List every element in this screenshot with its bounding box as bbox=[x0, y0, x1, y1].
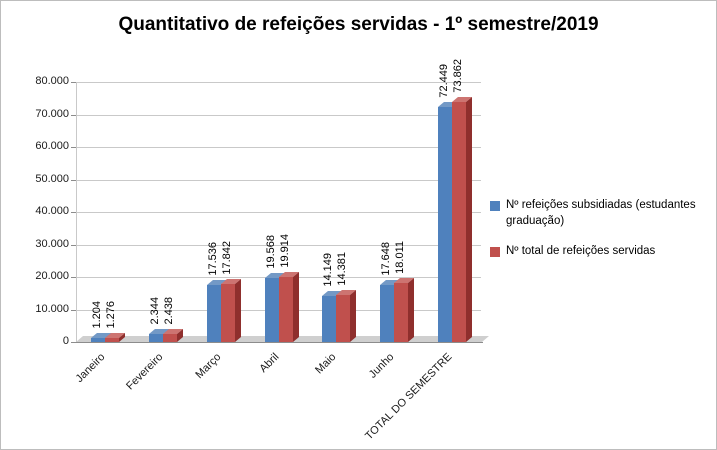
bar-series0-0 bbox=[90, 338, 105, 342]
y-axis-tick-label: 70.000 bbox=[35, 107, 69, 120]
bar-series0-2 bbox=[206, 285, 221, 342]
legend-item: Nº refeições subsidiadas (estudantes gra… bbox=[490, 198, 712, 229]
bar-series1-6 bbox=[452, 102, 467, 342]
y-axis-tick-label: 20.000 bbox=[35, 270, 69, 282]
y-axis-tick-mark bbox=[71, 179, 76, 181]
data-label: 19.914 bbox=[278, 234, 291, 268]
y-axis-tick-mark bbox=[71, 212, 76, 213]
bar-series0-1 bbox=[148, 334, 163, 342]
y-axis-tick-mark bbox=[71, 309, 76, 311]
gridline bbox=[76, 179, 481, 181]
data-label: 17.536 bbox=[206, 242, 219, 276]
bar-series0-4 bbox=[322, 296, 337, 342]
y-axis-tick-mark bbox=[71, 114, 76, 116]
gridline bbox=[76, 212, 481, 213]
x-axis-line bbox=[76, 342, 483, 343]
data-label: 14.381 bbox=[336, 252, 349, 286]
x-axis-category-label: Maio bbox=[313, 351, 339, 377]
x-axis-category-label: TOTAL DO SEMESTRE bbox=[363, 351, 455, 443]
data-label: 1.204 bbox=[90, 301, 103, 329]
data-label: 19.568 bbox=[264, 235, 277, 269]
y-axis-tick-label: 80.000 bbox=[35, 75, 69, 87]
data-label: 1.276 bbox=[104, 301, 117, 329]
bar-series1-4 bbox=[336, 295, 351, 342]
y-axis-tick-mark bbox=[71, 277, 76, 278]
bar-series1-2 bbox=[220, 284, 235, 342]
y-axis-tick-mark bbox=[71, 147, 76, 148]
y-axis-tick-label: 30.000 bbox=[35, 237, 69, 250]
data-label: 14.149 bbox=[322, 253, 335, 287]
x-axis-category-label: Março bbox=[193, 351, 224, 382]
x-axis-category-label: Janeiro bbox=[73, 351, 108, 385]
legend: Nº refeições subsidiadas (estudantes gra… bbox=[490, 198, 712, 275]
data-label: 2.344 bbox=[148, 297, 161, 325]
plot-area: 1.204 1.276 2.344 2.438 17.536 17.842 19.568 19… bbox=[76, 59, 481, 342]
data-label: 72.449 bbox=[438, 64, 451, 98]
bar-series0-5 bbox=[380, 285, 395, 342]
data-label: 73.862 bbox=[452, 59, 465, 93]
data-label: 18.011 bbox=[394, 241, 407, 274]
bar-series1-5 bbox=[394, 283, 409, 342]
gridline bbox=[76, 244, 481, 246]
chart-title: Quantitativo de refeições servidas - 1º … bbox=[118, 14, 599, 35]
x-axis-category-label: Abril bbox=[256, 351, 281, 376]
gridline bbox=[76, 114, 481, 116]
bar-series0-3 bbox=[264, 278, 279, 342]
legend-swatch-icon bbox=[490, 247, 500, 258]
bar-series1-1 bbox=[162, 334, 177, 342]
y-axis-tick-mark bbox=[71, 342, 76, 343]
bar-series1-0 bbox=[104, 338, 119, 342]
y-axis-tick-label: 50.000 bbox=[35, 172, 69, 185]
gridline bbox=[76, 147, 481, 148]
data-label: 17.842 bbox=[220, 241, 233, 275]
gridline bbox=[76, 82, 481, 83]
data-label: 17.648 bbox=[380, 242, 393, 276]
x-axis-category-label: Fevereiro bbox=[123, 351, 166, 393]
legend-item: Nº total de refeições servidas bbox=[490, 244, 712, 260]
y-axis-tick-label: 40.000 bbox=[35, 205, 69, 217]
x-axis-category-label: Junho bbox=[367, 351, 397, 381]
y-axis-tick-mark bbox=[71, 82, 76, 83]
data-label: 2.438 bbox=[162, 297, 175, 325]
bar-series0-6 bbox=[438, 107, 453, 342]
legend-swatch-icon bbox=[490, 201, 500, 211]
legend-label: Nº refeições subsidiadas (estudantes gra… bbox=[506, 199, 696, 227]
y-axis-tick-label: 0 bbox=[62, 335, 69, 347]
y-axis-tick-mark bbox=[71, 244, 76, 246]
y-axis-tick-label: 60.000 bbox=[35, 140, 69, 152]
y-axis-tick-label: 10.000 bbox=[35, 302, 69, 315]
bar-series1-3 bbox=[278, 277, 293, 342]
legend-label: Nº total de refeições servidas bbox=[506, 245, 656, 258]
data-label-layer: 1.204 1.276 2.344 2.438 17.536 17.842 19.568 19… bbox=[76, 59, 481, 342]
